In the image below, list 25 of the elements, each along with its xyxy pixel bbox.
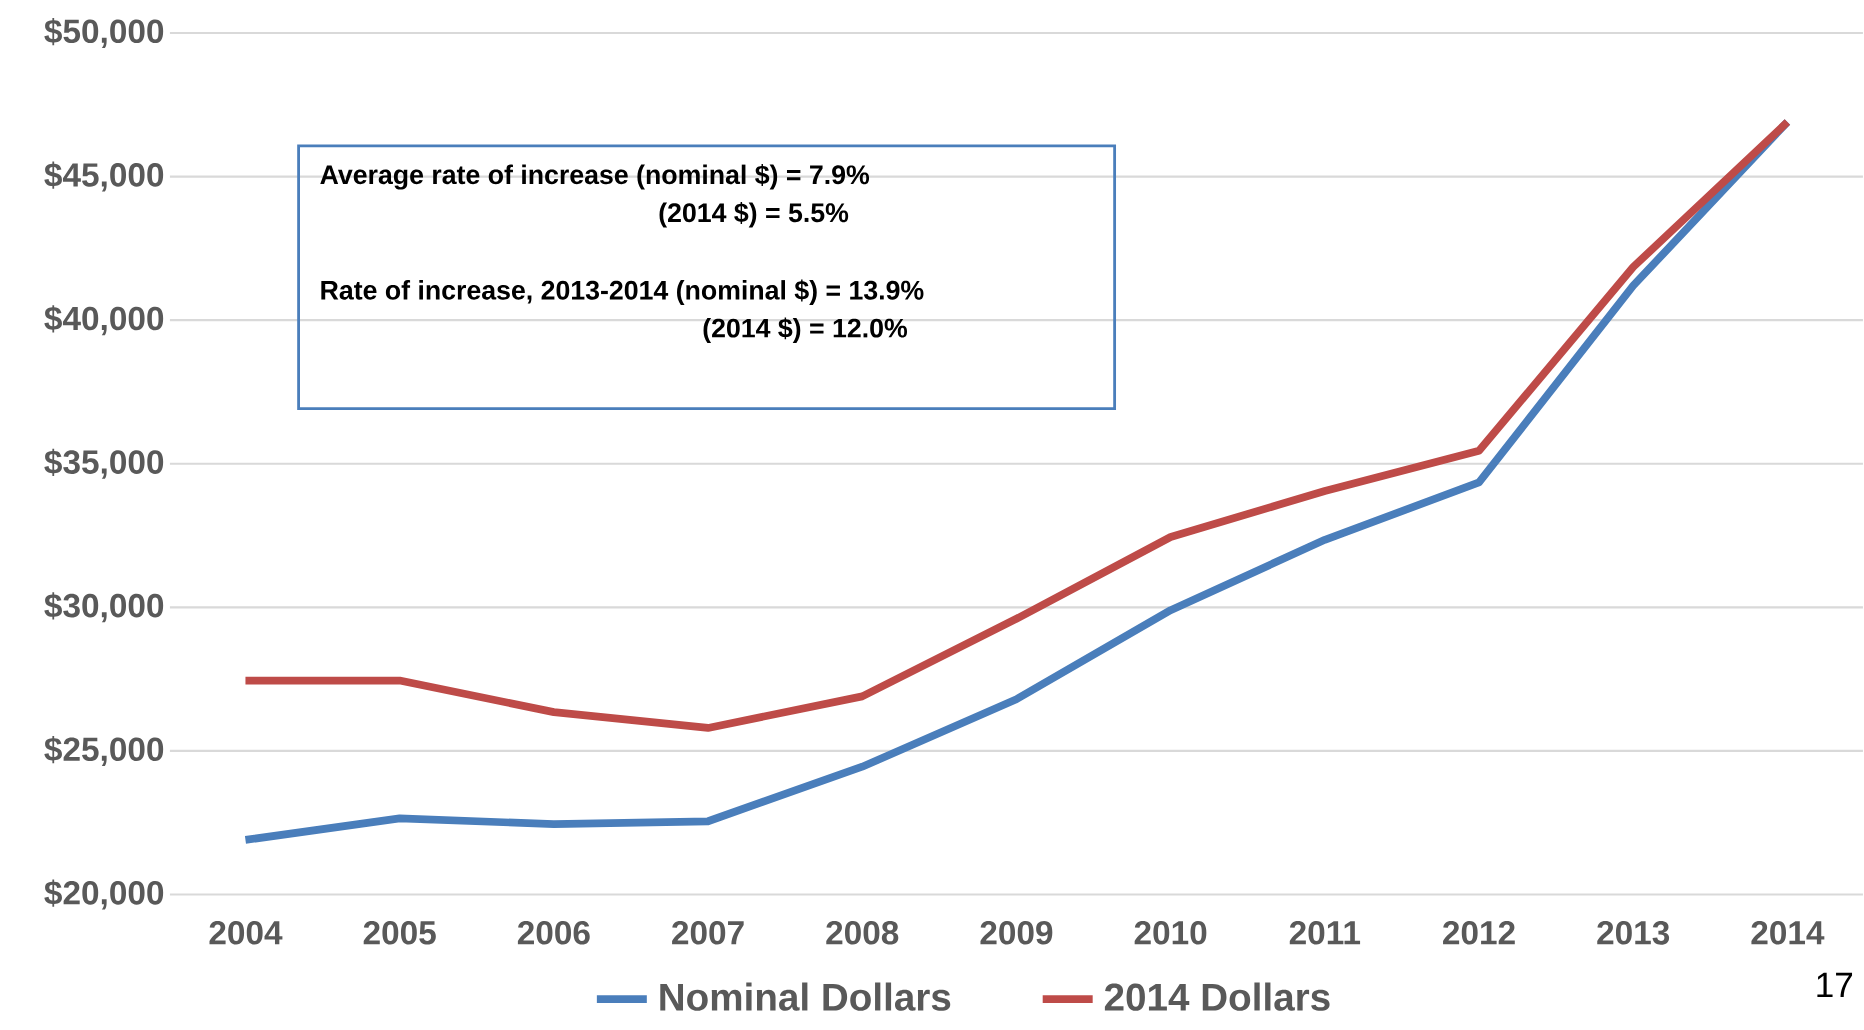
y-tick-label: $20,000 bbox=[44, 879, 164, 910]
y-tick-label: $40,000 bbox=[44, 305, 164, 336]
legend-label: 2014 Dollars bbox=[1104, 982, 1330, 1011]
annotation: (2014 $) = 5.5% bbox=[659, 202, 849, 228]
x-tick-label: 2011 bbox=[1289, 921, 1361, 945]
x-tick-label: 2012 bbox=[1443, 921, 1515, 945]
y-tick-label: $50,000 bbox=[44, 18, 164, 49]
x-tick-label: 2007 bbox=[672, 921, 744, 945]
x-tick-label: 2010 bbox=[1134, 921, 1207, 945]
x-tick-label: 2005 bbox=[363, 921, 436, 945]
annotation: (2014 $) = 12.0% bbox=[703, 317, 908, 344]
x-tick-label: 2004 bbox=[209, 921, 283, 945]
annotation: Average rate of increase (nominal $) = 7.9% bbox=[320, 164, 870, 190]
x-tick-label: 2009 bbox=[980, 921, 1053, 945]
x-tick-label: 2006 bbox=[517, 921, 590, 945]
y-tick-label: $45,000 bbox=[44, 161, 164, 192]
legend-label: Nominal Dollars bbox=[660, 982, 951, 1011]
text: 17 bbox=[1817, 972, 1853, 998]
y-tick-label: $35,000 bbox=[44, 448, 164, 479]
y-tick-label: $25,000 bbox=[44, 736, 164, 766]
x-tick-label: 2014 bbox=[1751, 921, 1825, 945]
x-tick-label: 2013 bbox=[1597, 921, 1670, 945]
annotation: Rate of increase, 2013-2014 (nominal $) = 13.9% bbox=[321, 279, 924, 306]
x-tick-label: 2008 bbox=[826, 921, 899, 945]
y-tick-label: $30,000 bbox=[44, 592, 164, 623]
